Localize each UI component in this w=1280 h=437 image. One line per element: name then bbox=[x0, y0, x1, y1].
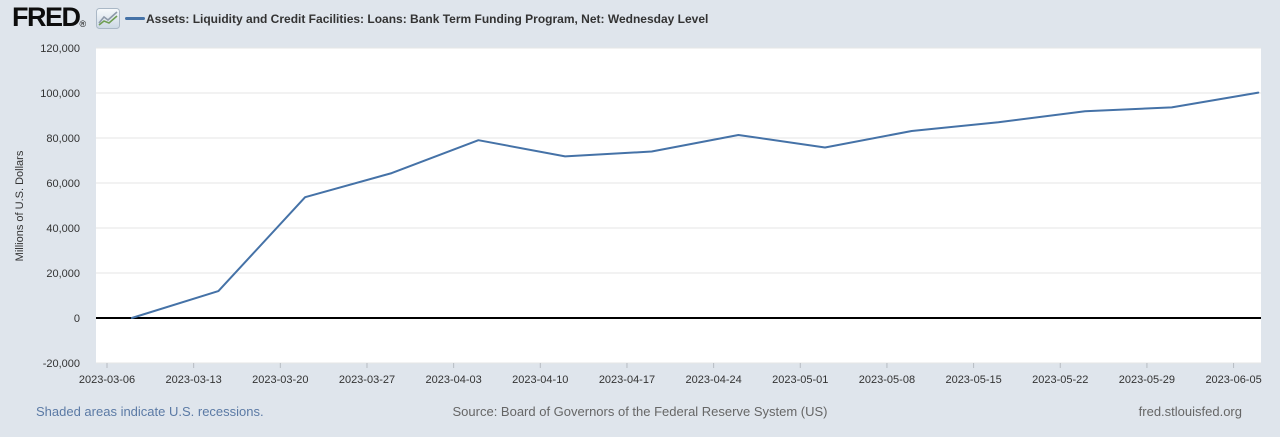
chart-canvas[interactable]: 120,000 100,000 80,000 60,000 40,000 20,000 0 -… bbox=[0, 38, 1280, 395]
registered-mark: ® bbox=[79, 19, 87, 29]
x-tick-label: 2023-03-13 bbox=[166, 374, 222, 386]
x-tick-label: 2023-04-10 bbox=[512, 374, 568, 386]
series-line[interactable] bbox=[130, 91, 1260, 319]
chart-title: Assets: Liquidity and Credit Facilities:… bbox=[146, 12, 709, 26]
x-tick-label: 2023-05-15 bbox=[945, 374, 1001, 386]
x-tick-label: 2023-04-03 bbox=[425, 374, 481, 386]
legend-line-marker bbox=[125, 17, 145, 20]
y-axis-title: Millions of U.S. Dollars bbox=[14, 150, 26, 262]
y-tick-label: -20,000 bbox=[43, 358, 80, 370]
x-tick-label: 2023-04-17 bbox=[599, 374, 655, 386]
y-tick-label: 80,000 bbox=[46, 133, 80, 145]
y-tick-label: 0 bbox=[74, 313, 80, 325]
x-tick-label: 2023-05-08 bbox=[859, 374, 915, 386]
fred-site-link[interactable]: fred.stlouisfed.org bbox=[1138, 404, 1242, 419]
fred-logo-text: FRED bbox=[12, 2, 81, 32]
x-tick-label: 2023-06-05 bbox=[1205, 374, 1261, 386]
x-tick-label: 2023-05-22 bbox=[1032, 374, 1088, 386]
y-tick-label: 20,000 bbox=[46, 268, 80, 280]
y-tick-label: 100,000 bbox=[40, 88, 80, 100]
y-tick-label: 40,000 bbox=[46, 223, 80, 235]
recessions-link[interactable]: Shaded areas indicate U.S. recessions. bbox=[36, 404, 264, 419]
x-tick-label: 2023-03-06 bbox=[79, 374, 135, 386]
sparkline-icon bbox=[96, 8, 120, 29]
source-text[interactable]: Source: Board of Governors of the Federa… bbox=[452, 404, 828, 419]
x-tick-label: 2023-05-01 bbox=[772, 374, 828, 386]
fred-logo[interactable]: FRED ® bbox=[12, 2, 86, 33]
x-tick-label: 2023-05-29 bbox=[1119, 374, 1175, 386]
x-tick-label: 2023-04-24 bbox=[685, 374, 741, 386]
y-tick-label: 120,000 bbox=[40, 43, 80, 55]
y-tick-label: 60,000 bbox=[46, 178, 80, 190]
plot-area[interactable] bbox=[96, 48, 1261, 363]
x-tick-label: 2023-03-20 bbox=[252, 374, 308, 386]
x-tick-label: 2023-03-27 bbox=[339, 374, 395, 386]
